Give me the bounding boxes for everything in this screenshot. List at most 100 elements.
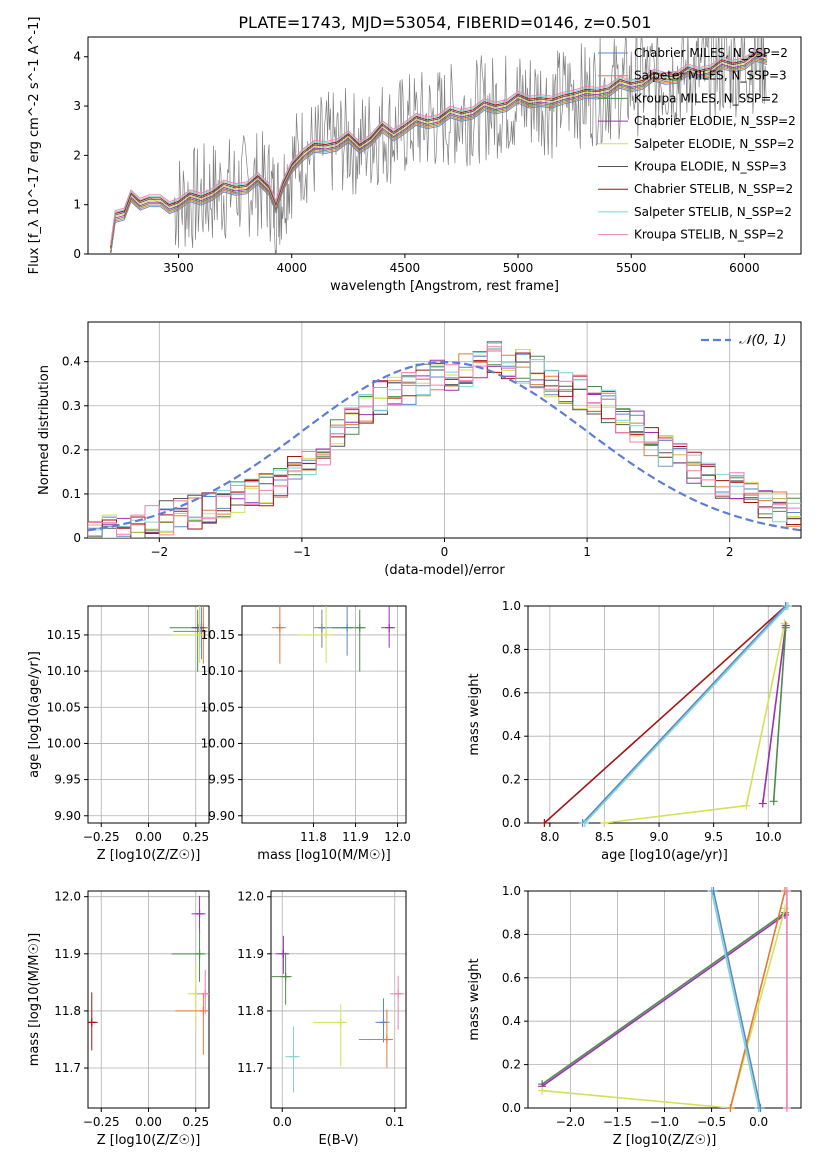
spectrum-legend-label: Chabrier ELODIE, N_SSP=2 <box>634 114 796 128</box>
massweight_vs_age-series-point <box>780 619 789 628</box>
mass_vs_EBV-point <box>336 1018 345 1027</box>
massweight_vs_age-series-point <box>781 623 790 632</box>
age_vs_mass-axes: 11.8 11.9 12.0 9.90 9.95 10.00 10.05 10.10 10.15… <box>201 605 411 863</box>
massweight_vs_age-ytick-label: 0.8 <box>502 642 521 656</box>
massweight_vs_age-series-point <box>580 819 589 827</box>
normal-legend-label: 𝒩(0, 1) <box>739 333 786 348</box>
mass_vs_Z-point <box>195 909 204 918</box>
spectrum-xtick-label: 4500 <box>390 261 421 275</box>
mass_vs_Z-point <box>199 1006 208 1015</box>
figure-title: PLATE=1743, MJD=53054, FIBERID=0146, z=0… <box>238 13 651 32</box>
age_vs_Z-ytick-label: 10.05 <box>47 700 81 714</box>
massweight_vs_age-xtick-label: 9.0 <box>649 830 668 844</box>
residual_hist-ytick-label: 0.3 <box>62 399 81 413</box>
age_vs_Z-point <box>195 630 204 639</box>
residual_hist-xtick-label: 1 <box>583 545 591 559</box>
massweight_vs_age-series-point <box>783 602 792 610</box>
mass_vs_EBV-axes: 0.0 0.1 11.7 11.8 11.9 12.0 E(B-V) <box>237 890 407 1148</box>
mass_vs_Z-ytick-label: 11.7 <box>54 1061 81 1075</box>
mass_vs_EBV-ytick-label: 11.9 <box>237 947 264 961</box>
massweight_vs_Z-xtick-label: −1.0 <box>650 1115 679 1129</box>
mass_vs_EBV-point <box>394 989 403 998</box>
spectrum-legend-label: Salpeter MILES, N_SSP=3 <box>634 69 787 83</box>
massweight_vs_age-xtick-label: 10.0 <box>755 830 782 844</box>
spectrum-model-line <box>110 57 768 254</box>
spectrum-model-line <box>110 54 768 251</box>
age_vs_mass-point <box>322 630 331 639</box>
age_vs_mass-xtick-label: 12.0 <box>384 830 411 844</box>
massweight_vs_Z-ytick-label: 0.6 <box>502 971 521 985</box>
residual_hist-ylabel: Normed distribution <box>37 365 52 495</box>
massweight_vs_Z-ylabel: mass weight <box>467 958 482 1040</box>
massweight_vs_age-ytick-label: 0.4 <box>502 729 521 743</box>
mass_vs_EBV-point <box>279 949 288 958</box>
age_vs_mass-xtick-label: 11.8 <box>300 830 327 844</box>
spectrum-model-line <box>110 48 768 245</box>
mass_vs_EBV-ytick-label: 12.0 <box>237 890 264 904</box>
massweight_vs_Z-axes: −2.0 −1.5 −1.0 −0.5 0.0 0.0 0.2 0.4 0.6 0.8 1.0 Z [… <box>467 884 802 1148</box>
spectrum-ytick-label: 2 <box>73 148 81 162</box>
spectrum-legend-label: Kroupa MILES, N_SSP=2 <box>634 91 779 105</box>
massweight_vs_age-series-line <box>543 606 787 823</box>
mass_vs_EBV-ytick-label: 11.7 <box>237 1061 264 1075</box>
age_vs_Z-axes: −0.25 0.00 0.25 9.90 9.95 10.00 10.05 10.10 10.1… <box>27 605 210 863</box>
mass_vs_EBV-xtick-label: 0.1 <box>385 1115 404 1129</box>
age_vs_Z-ytick-label: 9.95 <box>54 773 81 787</box>
spectrum-model-line <box>110 56 768 252</box>
massweight_vs_age-xlabel: age [log10(age/yr)] <box>601 848 728 863</box>
massweight_vs_Z-series-point <box>756 1104 765 1112</box>
mass_vs_EBV-xtick-label: 0.0 <box>273 1115 292 1129</box>
massweight_vs_Z-series-point <box>709 887 718 895</box>
spectrum-axes: 3500 4000 4500 5000 5500 6000 0 1 2 3 4 wavelength … <box>27 17 802 294</box>
massweight_vs_age-axes: 8.0 8.5 9.0 9.5 10.0 0.0 0.2 0.4 0.6 0.8 1.0 age [l… <box>467 599 802 863</box>
residual_hist-ytick-label: 0.2 <box>62 443 81 457</box>
massweight_vs_Z-series-point <box>726 1104 735 1112</box>
spectrum-legend-label: Chabrier MILES, N_SSP=2 <box>634 46 788 60</box>
mass_vs_Z-point <box>88 1018 96 1027</box>
massweight_vs_age-xtick-label: 8.0 <box>540 830 559 844</box>
residual_hist-ytick-label: 0.1 <box>62 487 81 501</box>
normal-curve <box>88 360 801 532</box>
massweight_vs_Z-ytick-label: 0.0 <box>502 1101 521 1115</box>
residual_hist-ytick-label: 0.4 <box>62 355 81 369</box>
age_vs_Z-ytick-label: 10.00 <box>47 736 81 750</box>
spectrum-ytick-label: 4 <box>73 50 81 64</box>
residual_hist-ytick-label: 0 <box>73 531 81 545</box>
age_vs_mass-xlabel: mass [log10(M/M☉)] <box>257 848 390 863</box>
mass_vs_Z-point <box>195 949 204 958</box>
spectrum-model-line <box>110 50 768 246</box>
massweight_vs_age-series-line <box>772 627 787 802</box>
age_vs_mass-point <box>355 623 364 632</box>
spectrum-legend-label: Kroupa STELIB, N_SSP=2 <box>634 228 784 242</box>
massweight_vs_age-ytick-label: 1.0 <box>502 599 521 613</box>
spectrum-ytick-label: 3 <box>73 99 81 113</box>
mass_vs_Z-xtick-label: 0.00 <box>135 1115 162 1129</box>
massweight_vs_Z-ytick-label: 0.2 <box>502 1058 521 1072</box>
mass_vs_EBV-frame <box>270 890 407 1109</box>
mass_vs_EBV-ytick-label: 11.8 <box>237 1004 264 1018</box>
age_vs_mass-point <box>275 623 284 632</box>
age_vs_mass-point <box>385 623 394 632</box>
residual-hist-series <box>88 346 801 538</box>
spectrum-legend-label: Salpeter ELODIE, N_SSP=2 <box>634 137 795 151</box>
spectrum-model-line <box>110 51 768 248</box>
residual_hist-axes: −2 −1 0 1 2 0 0.1 0.2 0.3 0.4 (data-model)/error No… <box>37 321 802 578</box>
massweight_vs_age-frame <box>527 605 802 824</box>
age_vs_Z-ytick-label: 9.90 <box>54 809 81 823</box>
spectrum-data-line <box>110 37 767 254</box>
massweight_vs_age-series-line <box>762 625 787 804</box>
massweight_vs_age-ytick-label: 0.2 <box>502 773 521 787</box>
age_vs_Z-xtick-label: 0.00 <box>135 830 162 844</box>
age_vs_mass-ytick-label: 10.05 <box>201 700 235 714</box>
age_vs_Z-xlabel: Z [log10(Z/Z☉)] <box>97 848 201 863</box>
spectrum-xlabel: wavelength [Angstrom, rest frame] <box>330 279 559 294</box>
mass_vs_EBV-point <box>379 1018 388 1027</box>
spectrum-model-line <box>110 53 768 249</box>
spectrum-ytick-label: 0 <box>73 247 81 261</box>
spectrum-legend-label: Kroupa ELODIE, N_SSP=3 <box>634 160 787 174</box>
spectrum-frame <box>87 36 802 255</box>
massweight_vs_Z-series-point <box>782 1104 791 1112</box>
spectrum-ylabel: Flux [f_λ 10^-17 erg cm^-2 s^-1 A^-1] <box>27 17 42 275</box>
massweight_vs_Z-ytick-label: 0.4 <box>502 1014 521 1028</box>
age_vs_Z-ylabel: age [log10(age/yr)] <box>27 651 42 778</box>
